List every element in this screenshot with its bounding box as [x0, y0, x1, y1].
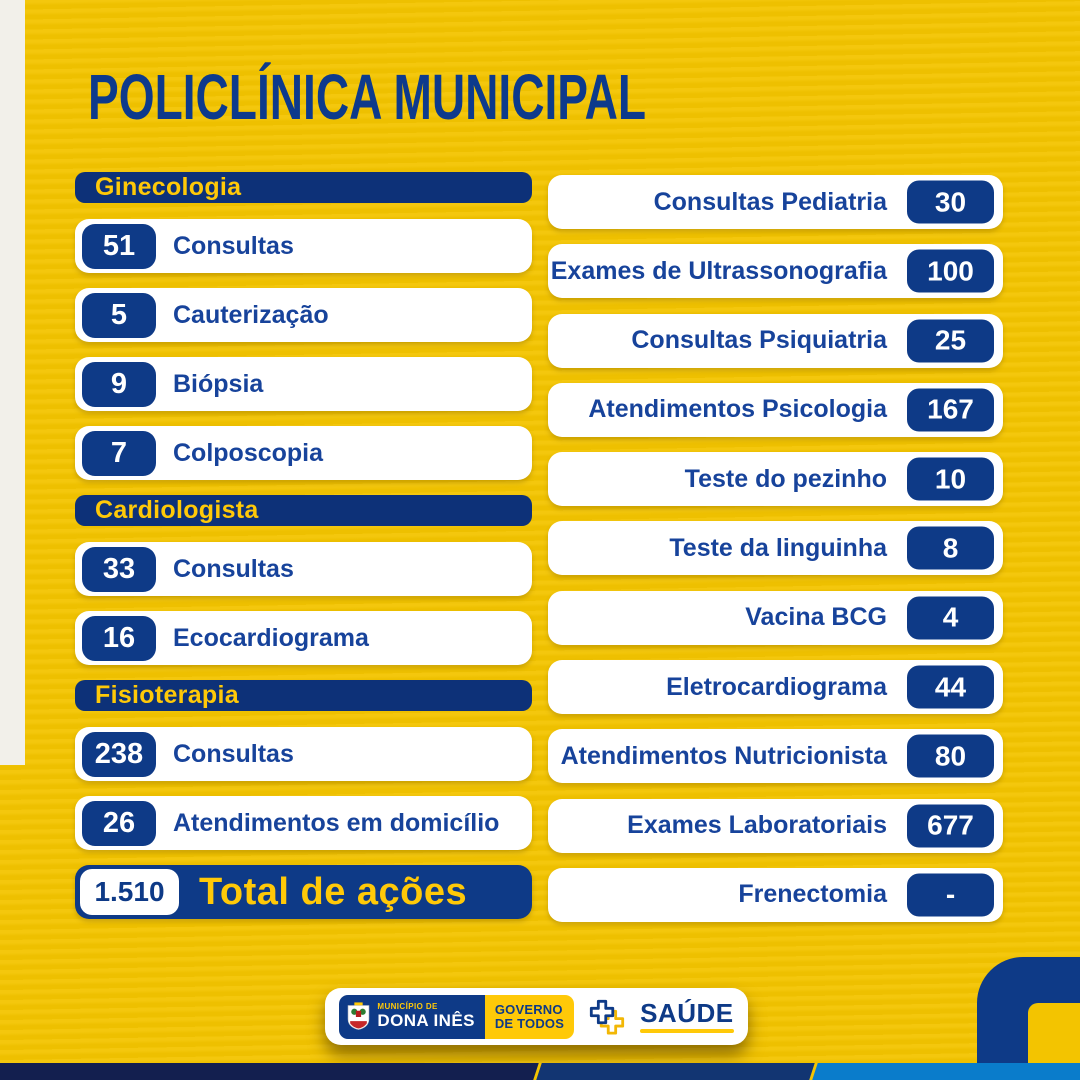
stat-row: Teste da linguinha 8	[548, 521, 1003, 576]
section-header: Ginecologia	[75, 172, 532, 203]
stat-value-badge: 80	[902, 729, 999, 783]
stat-label: Atendimentos em domicílio	[173, 808, 500, 837]
stat-row: 51 Consultas	[75, 219, 532, 273]
government-slogan-line2: DE TODOS	[494, 1015, 565, 1031]
government-slogan-line1: GOVERNO	[494, 1001, 563, 1017]
stat-label: Biópsia	[173, 369, 264, 398]
stat-label: Atendimentos Psicologia	[588, 395, 887, 424]
municipality-logo: MUNICÍPIO DE DONA INÊS GOVERNO DE TODOS	[339, 994, 575, 1039]
stat-row: Consultas Psiquiatria 25	[548, 313, 1003, 368]
page-title: POLICLÍNICA MUNICIPAL	[88, 61, 647, 133]
stat-row: 5 Cauterização	[75, 288, 532, 342]
stat-label: Consultas	[173, 739, 294, 768]
stat-value-badge: 100	[902, 244, 999, 298]
stat-value-badge: 16	[82, 615, 156, 661]
stat-label: Colposcopia	[173, 438, 324, 467]
stat-label: Exames Laboratoriais	[627, 811, 887, 840]
stat-row: Consultas Pediatria 30	[548, 175, 1003, 229]
stat-label: Eletrocardiograma	[666, 672, 887, 701]
stat-value-badge: -	[902, 868, 999, 922]
stat-row: Eletrocardiograma 44	[548, 660, 1003, 715]
left-column: Ginecologia 51 Consultas 5 Cauterização 9 Bióp…	[75, 172, 532, 919]
stat-value-badge: 9	[82, 361, 156, 407]
total-label: Total de ações	[199, 870, 468, 913]
stat-value-badge: 51	[82, 223, 156, 269]
stat-label: Cauterização	[173, 300, 329, 329]
health-department-underline	[640, 1029, 734, 1033]
stat-row: 7 Colposcopia	[75, 426, 532, 480]
stat-value-badge: 677	[902, 799, 999, 853]
stat-value-badge: 25	[902, 314, 999, 368]
stat-label: Exames de Ultrassonografia	[550, 256, 887, 285]
stat-value-badge: 167	[902, 383, 999, 437]
stat-label: Consultas	[173, 554, 294, 583]
health-department-label: SAÚDE	[640, 998, 734, 1028]
health-department-logo: SAÚDE	[640, 1000, 734, 1033]
stat-row: Atendimentos Psicologia 167	[548, 382, 1003, 437]
municipality-logo-blue-panel: MUNICÍPIO DE DONA INÊS	[339, 994, 485, 1039]
municipality-name: DONA INÊS	[377, 1010, 475, 1030]
stat-value-badge: 26	[82, 800, 156, 846]
stat-label: Ecocardiograma	[173, 623, 369, 652]
left-sections: Ginecologia 51 Consultas 5 Cauterização 9 Bióp…	[75, 172, 532, 850]
stat-label: Consultas	[173, 231, 294, 260]
stat-row: Atendimentos Nutricionista 80	[548, 729, 1003, 784]
municipality-text: MUNICÍPIO DE DONA INÊS	[377, 1002, 475, 1030]
government-slogan-panel: GOVERNO DE TODOS	[484, 994, 575, 1039]
stat-label: Teste do pezinho	[684, 464, 887, 493]
stat-row: Frenectomia -	[548, 867, 1003, 922]
bottom-strip-segment-right	[809, 1063, 1080, 1080]
stat-value-badge: 33	[82, 546, 156, 592]
right-column: Consultas Pediatria 30 Exames de Ultrasson…	[548, 175, 1003, 922]
stat-value-badge: 7	[82, 430, 156, 476]
section-header: Cardiologista	[75, 495, 532, 526]
stat-row: Vacina BCG 4	[548, 590, 1003, 645]
stat-row: 16 Ecocardiograma	[75, 611, 532, 665]
stat-row: Exames Laboratoriais 677	[548, 798, 1003, 853]
footer-logo-bar: MUNICÍPIO DE DONA INÊS GOVERNO DE TODOS …	[325, 988, 748, 1045]
stat-row: 9 Biópsia	[75, 357, 532, 411]
stat-value-badge: 238	[82, 731, 156, 777]
stat-label: Consultas Psiquiatria	[631, 326, 887, 355]
stat-row: 26 Atendimentos em domicílio	[75, 796, 532, 850]
bottom-strip	[0, 1063, 1080, 1080]
stat-label: Teste da linguinha	[669, 533, 887, 562]
stat-row: 238 Consultas	[75, 727, 532, 781]
stat-value-badge: 44	[902, 660, 999, 714]
total-value-badge: 1.510	[80, 869, 179, 915]
bottom-strip-segment-mid	[533, 1063, 823, 1080]
stat-value-badge: 4	[902, 591, 999, 645]
municipality-small-label: MUNICÍPIO DE	[377, 1002, 438, 1012]
stat-row: Teste do pezinho 10	[548, 452, 1003, 507]
stat-value-badge: 8	[902, 521, 999, 575]
stat-label: Vacina BCG	[745, 603, 887, 632]
stat-value-badge: 30	[902, 175, 999, 229]
stat-value-badge: 5	[82, 292, 156, 338]
stat-row: 33 Consultas	[75, 542, 532, 596]
left-edge-strip	[0, 0, 25, 765]
corner-decoration-notch	[1028, 1003, 1080, 1063]
total-row: 1.510 Total de ações	[75, 865, 532, 919]
health-cross-icon	[589, 999, 625, 1035]
stat-row: Exames de Ultrassonografia 100	[548, 244, 1003, 299]
stat-label: Consultas Pediatria	[653, 187, 887, 216]
stat-label: Frenectomia	[738, 880, 887, 909]
section-header: Fisioterapia	[75, 680, 532, 711]
stat-label: Atendimentos Nutricionista	[560, 741, 887, 770]
stat-value-badge: 10	[902, 452, 999, 506]
municipal-crest-icon	[348, 1001, 370, 1030]
